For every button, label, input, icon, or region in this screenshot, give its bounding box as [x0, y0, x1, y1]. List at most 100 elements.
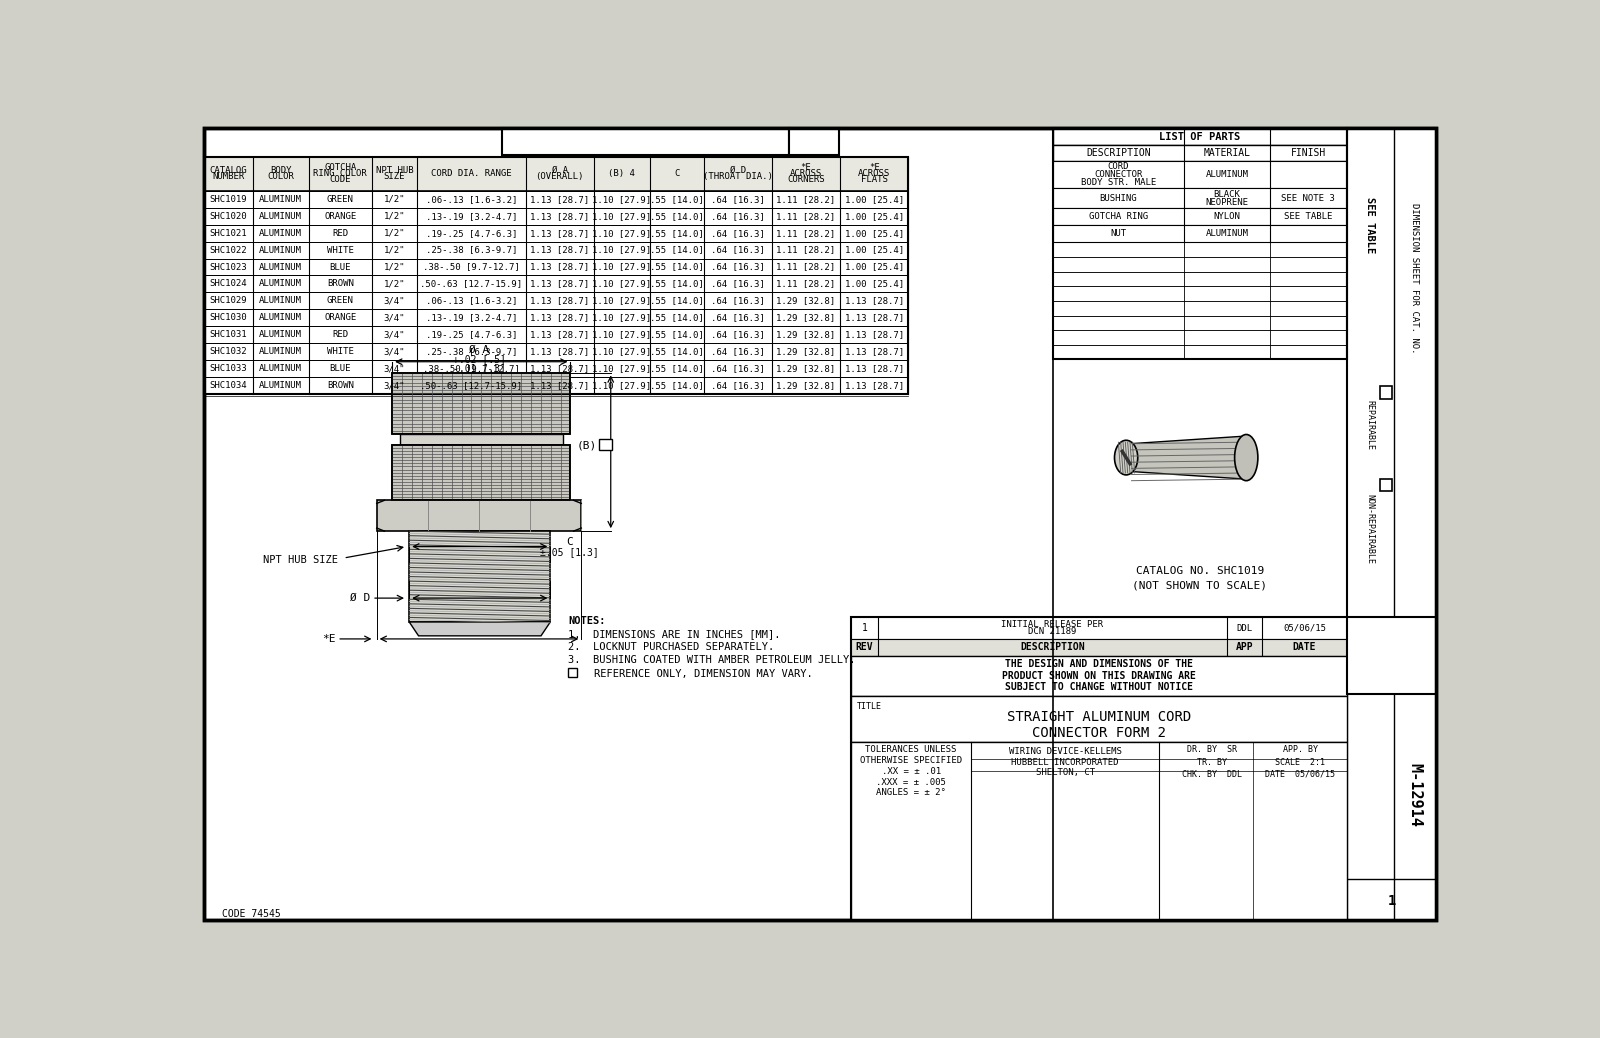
Text: *E: *E — [869, 163, 880, 172]
Text: B: B — [1379, 637, 1403, 675]
Text: +.02 [.5]: +.02 [.5] — [453, 354, 506, 363]
Bar — [392, 445, 571, 500]
Text: SHC1034: SHC1034 — [210, 381, 246, 390]
Bar — [1053, 316, 1347, 330]
Text: .64 [16.3]: .64 [16.3] — [710, 313, 765, 323]
Bar — [1379, 386, 1392, 399]
Text: .64 [16.3]: .64 [16.3] — [710, 263, 765, 272]
Bar — [1053, 225, 1347, 242]
Text: DCN 21189: DCN 21189 — [1029, 628, 1077, 636]
Text: RING COLOR: RING COLOR — [314, 169, 366, 179]
Text: INITIAL RELEASE PER: INITIAL RELEASE PER — [1002, 620, 1104, 629]
Text: BODY: BODY — [270, 166, 291, 175]
Bar — [203, 344, 909, 360]
Ellipse shape — [1115, 440, 1138, 475]
Text: CATALOG: CATALOG — [210, 166, 246, 175]
Text: .64 [16.3]: .64 [16.3] — [710, 347, 765, 356]
Text: ORANGE: ORANGE — [325, 212, 357, 221]
Text: 3/4": 3/4" — [384, 347, 405, 356]
Text: ALUMINUM: ALUMINUM — [1205, 170, 1248, 180]
Text: 1.10 [27.9]: 1.10 [27.9] — [592, 330, 651, 339]
Text: .19-.25 [4.7-6.3]: .19-.25 [4.7-6.3] — [426, 330, 517, 339]
Bar — [851, 618, 1347, 920]
Text: 1.29 [32.8]: 1.29 [32.8] — [776, 364, 835, 373]
Text: 1/2": 1/2" — [384, 279, 405, 289]
Text: 1.29 [32.8]: 1.29 [32.8] — [776, 381, 835, 390]
Text: APP. BY: APP. BY — [1283, 745, 1317, 755]
Text: .55 [14.0]: .55 [14.0] — [650, 330, 704, 339]
Bar — [203, 157, 909, 394]
Text: FINISH: FINISH — [1291, 148, 1326, 158]
Text: LIST OF PARTS: LIST OF PARTS — [1158, 132, 1240, 142]
Bar — [1053, 345, 1347, 359]
Bar — [1053, 257, 1347, 272]
Text: ALUMINUM: ALUMINUM — [259, 297, 302, 305]
Text: 1.10 [27.9]: 1.10 [27.9] — [592, 279, 651, 289]
Text: 1.13 [28.7]: 1.13 [28.7] — [845, 313, 904, 323]
Text: 1.10 [27.9]: 1.10 [27.9] — [592, 212, 651, 221]
Text: .55 [14.0]: .55 [14.0] — [650, 381, 704, 390]
Text: DESCRIPTION: DESCRIPTION — [1086, 148, 1150, 158]
Text: 1.13 [28.7]: 1.13 [28.7] — [530, 313, 589, 323]
Text: CODE: CODE — [330, 175, 350, 185]
Text: 1.00 [25.4]: 1.00 [25.4] — [845, 228, 904, 238]
Text: .55 [14.0]: .55 [14.0] — [650, 297, 704, 305]
Ellipse shape — [1235, 435, 1258, 481]
Bar — [1053, 129, 1347, 359]
Text: HUBBELL INCORPORATED: HUBBELL INCORPORATED — [1011, 758, 1118, 767]
Text: 1.  DIMENSIONS ARE IN INCHES [MM].: 1. DIMENSIONS ARE IN INCHES [MM]. — [568, 629, 781, 639]
Text: 4: 4 — [570, 668, 574, 678]
Text: .38-.50 [9.7-12.7]: .38-.50 [9.7-12.7] — [422, 263, 520, 272]
Text: 1.10 [27.9]: 1.10 [27.9] — [592, 381, 651, 390]
Text: ALUMINUM: ALUMINUM — [1205, 229, 1248, 239]
Text: 1.13 [28.7]: 1.13 [28.7] — [530, 228, 589, 238]
Text: .06-.13 [1.6-3.2]: .06-.13 [1.6-3.2] — [426, 297, 517, 305]
Text: .55 [14.0]: .55 [14.0] — [650, 228, 704, 238]
Text: ANGLES = ± 2°: ANGLES = ± 2° — [877, 789, 946, 797]
Text: *E: *E — [800, 163, 811, 172]
Text: .25-.38 [6.3-9.7]: .25-.38 [6.3-9.7] — [426, 347, 517, 356]
Text: .55 [14.0]: .55 [14.0] — [650, 212, 704, 221]
Text: 1.11 [28.2]: 1.11 [28.2] — [776, 228, 835, 238]
Text: .64 [16.3]: .64 [16.3] — [710, 195, 765, 203]
Text: 1/2": 1/2" — [384, 228, 405, 238]
Text: FLATS: FLATS — [861, 175, 888, 185]
Text: 1.13 [28.7]: 1.13 [28.7] — [845, 297, 904, 305]
Text: (B): (B) — [576, 441, 597, 450]
Bar — [502, 129, 789, 156]
Text: .55 [14.0]: .55 [14.0] — [650, 195, 704, 203]
Text: 1.10 [27.9]: 1.10 [27.9] — [592, 263, 651, 272]
Text: 3/4": 3/4" — [384, 364, 405, 373]
Text: SHC1020: SHC1020 — [210, 212, 246, 221]
Text: DR. BY  SR: DR. BY SR — [1187, 745, 1237, 755]
Text: *E: *E — [322, 634, 336, 644]
Text: 3/4": 3/4" — [384, 297, 405, 305]
Text: TOLERANCES UNLESS: TOLERANCES UNLESS — [866, 745, 957, 755]
Bar — [1053, 189, 1347, 209]
Text: SHC1033: SHC1033 — [210, 364, 246, 373]
Text: .50-.63 [12.7-15.9]: .50-.63 [12.7-15.9] — [421, 381, 522, 390]
Bar — [1347, 129, 1437, 920]
Text: ACROSS: ACROSS — [858, 169, 890, 179]
Text: C: C — [674, 169, 680, 179]
Text: 1.13 [28.7]: 1.13 [28.7] — [530, 297, 589, 305]
Text: 1.13 [28.7]: 1.13 [28.7] — [530, 246, 589, 254]
Text: SHC1030: SHC1030 — [210, 313, 246, 323]
Bar — [392, 373, 571, 434]
Text: DESCRIPTION: DESCRIPTION — [1021, 643, 1085, 653]
Bar — [1379, 479, 1392, 491]
Text: BROWN: BROWN — [326, 279, 354, 289]
Text: COLOR: COLOR — [267, 172, 294, 182]
Bar — [1053, 145, 1347, 161]
Text: 1.11 [28.2]: 1.11 [28.2] — [776, 195, 835, 203]
Text: .55 [14.0]: .55 [14.0] — [650, 364, 704, 373]
Bar — [376, 500, 581, 531]
Text: BODY STR. MALE: BODY STR. MALE — [1080, 177, 1155, 187]
Bar — [203, 157, 909, 191]
Text: SEE TABLE: SEE TABLE — [1365, 196, 1376, 253]
Text: (THROAT DIA.): (THROAT DIA.) — [702, 172, 773, 182]
Text: .XX = ± .01: .XX = ± .01 — [882, 767, 941, 775]
Bar — [851, 695, 1347, 742]
Text: .64 [16.3]: .64 [16.3] — [710, 381, 765, 390]
Text: TR. BY: TR. BY — [1197, 758, 1227, 767]
